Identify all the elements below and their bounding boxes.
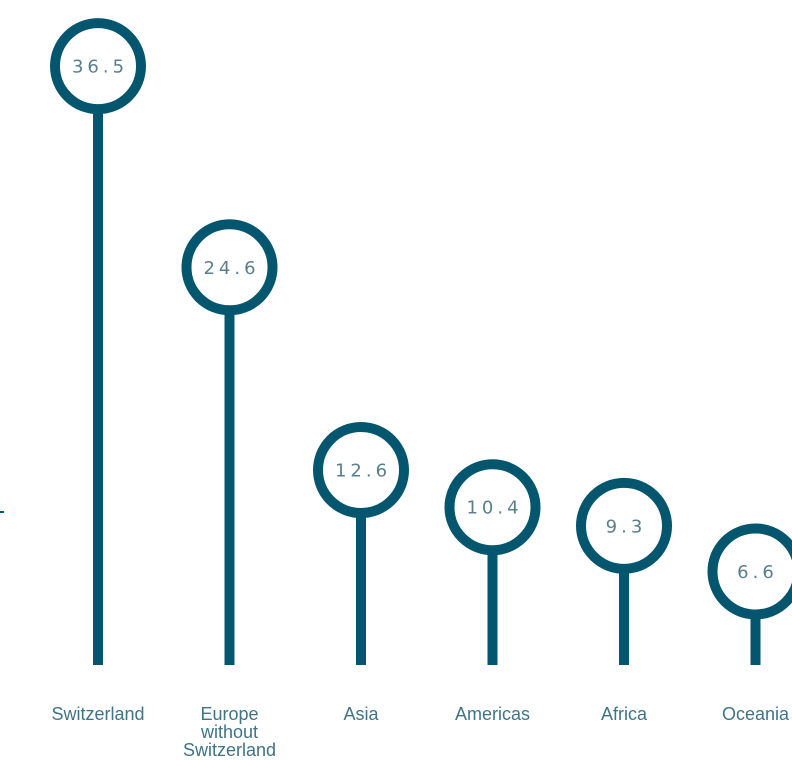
data-label: 12.6 (335, 461, 391, 482)
x-tick-label: Europe without Switzerland (183, 704, 276, 760)
x-tick-label: Americas (455, 704, 530, 724)
x-tick-label-line: Americas (455, 704, 530, 724)
data-label: 10.4 (466, 498, 522, 519)
lollipop-head (181, 219, 278, 316)
data-label: 6.6 (737, 562, 778, 583)
data-label: 36.5 (72, 57, 128, 78)
x-tick-label-line: Oceania (722, 704, 790, 724)
lollipop-head (50, 18, 146, 115)
x-tick-label: Africa (601, 704, 648, 724)
chart-marks: 36.5 24.6 12.6 10.4 9.3 6.6 (50, 18, 792, 665)
lollipop-head (707, 523, 792, 620)
lollipop-head (313, 422, 409, 519)
x-tick-label-line: Switzerland (183, 740, 276, 760)
x-tick-label-line: Asia (343, 704, 379, 724)
data-label: 24.6 (203, 258, 259, 279)
x-tick-label-line: Africa (601, 704, 648, 724)
data-label: 9.3 (606, 516, 647, 537)
x-tick-label-line: Europe (200, 704, 258, 724)
lollipop-head (444, 459, 541, 556)
lollipop-head (576, 477, 672, 574)
x-tick-label-line: without (200, 722, 258, 742)
x-tick-label: Oceania (722, 704, 790, 724)
x-tick-label: Asia (343, 704, 379, 724)
x-tick-label: Switzerland (51, 704, 144, 724)
x-tick-label-line: Switzerland (51, 704, 144, 724)
